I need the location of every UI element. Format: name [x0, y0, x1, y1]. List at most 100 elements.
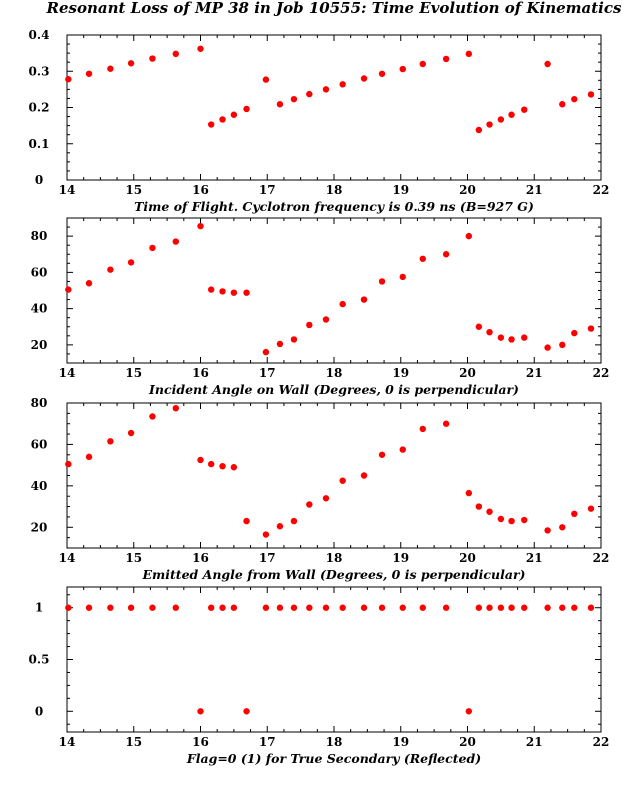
x-tick-label: 16 [192, 735, 209, 749]
data-point [497, 334, 505, 341]
x-tick-label: 15 [125, 551, 142, 565]
data-point [172, 604, 180, 611]
x-tick-label: 20 [459, 366, 476, 380]
data-point [360, 296, 368, 303]
data-point [571, 95, 578, 103]
data-point [172, 404, 180, 412]
x-tick-label: 20 [459, 735, 476, 749]
data-point [486, 604, 493, 611]
data-point [508, 517, 515, 525]
data-point [85, 70, 93, 77]
data-point [521, 334, 528, 341]
data-point [559, 101, 566, 108]
x-tick-label: 19 [392, 551, 409, 565]
data-point [399, 273, 406, 281]
data-point [475, 604, 483, 611]
data-point [544, 527, 551, 534]
x-axis-label: Emitted Angle from Wall (Degrees, 0 is p… [142, 567, 526, 582]
data-point [230, 289, 238, 296]
data-point [339, 81, 346, 88]
data-point [442, 251, 450, 258]
data-point [262, 348, 270, 356]
data-point [243, 289, 250, 296]
data-point [149, 244, 156, 252]
data-point [465, 489, 473, 497]
x-tick-label: 16 [192, 551, 209, 565]
data-point [207, 121, 215, 128]
data-point [276, 101, 284, 108]
x-tick-label: 21 [526, 551, 543, 565]
y-tick-label: 80 [31, 229, 48, 243]
plot-frame [66, 402, 602, 549]
data-point [127, 429, 135, 437]
data-point [475, 503, 483, 510]
x-tick-label: 19 [392, 183, 409, 197]
data-point [486, 328, 493, 336]
y-tick-label: 40 [31, 302, 48, 316]
x-tick-label: 22 [593, 183, 610, 197]
y-tick-label: 0 [35, 173, 43, 187]
data-point [243, 105, 250, 113]
data-point [399, 446, 406, 453]
data-point [465, 708, 473, 715]
data-point [65, 76, 72, 83]
data-point [339, 604, 346, 611]
y-tick-label: 60 [31, 265, 48, 279]
data-point [419, 604, 426, 611]
x-tick-label: 15 [125, 366, 142, 380]
data-point [587, 604, 595, 611]
data-point [149, 604, 156, 611]
x-tick-label: 18 [326, 366, 343, 380]
data-point [465, 232, 473, 240]
x-tick-label: 18 [326, 735, 343, 749]
data-point [149, 55, 156, 62]
x-tick-label: 14 [59, 183, 76, 197]
data-point [486, 508, 493, 515]
data-point [322, 316, 330, 323]
y-tick-label: 60 [31, 437, 48, 451]
data-point [322, 86, 330, 93]
y-tick-label: 40 [31, 479, 48, 493]
data-point [378, 70, 386, 77]
x-tick-label: 18 [326, 183, 343, 197]
data-point [197, 222, 204, 230]
x-tick-label: 21 [526, 366, 543, 380]
chart-panel-1: 14 15 16 17 18 19 20 21 22 0 0.1 0.2 0.3 0.4 Time of F… [29, 28, 610, 214]
x-tick-label: 19 [392, 366, 409, 380]
data-point [508, 336, 515, 343]
x-tick-label: 17 [259, 366, 276, 380]
x-tick-label: 16 [192, 366, 209, 380]
plot-frame [66, 217, 602, 364]
data-point [587, 91, 595, 98]
data-point [322, 604, 330, 611]
data-point [339, 300, 346, 308]
data-point [544, 60, 551, 68]
data-point [243, 708, 250, 715]
data-point [276, 604, 284, 611]
data-point [65, 604, 72, 611]
data-point [508, 604, 515, 611]
data-point [521, 106, 528, 113]
data-point [197, 456, 204, 464]
data-point [276, 523, 284, 530]
data-point [465, 50, 473, 58]
x-tick-label: 21 [526, 735, 543, 749]
data-point [107, 604, 114, 611]
x-tick-label: 15 [125, 735, 142, 749]
data-point [127, 604, 135, 611]
data-point [243, 517, 250, 525]
data-point [85, 453, 93, 461]
data-point [85, 280, 93, 287]
x-tick-label: 22 [593, 551, 610, 565]
x-axis-label: Flag=0 (1) for True Secondary (Reflected… [186, 751, 481, 766]
data-point [219, 604, 226, 611]
data-point [290, 336, 298, 343]
data-point [587, 325, 595, 332]
data-point [378, 278, 386, 285]
chart-panel-4: 14 15 16 17 18 19 20 21 22 0 0.5 1 Flag=0 (1) for Tr… [29, 586, 609, 766]
data-point [172, 50, 180, 58]
chart-panel-2: 14 15 16 17 18 19 20 21 22 20 40 60 80 Incident Angle… [31, 217, 609, 397]
plot-frame [66, 34, 602, 181]
data-point [442, 604, 450, 611]
data-point [559, 604, 566, 611]
